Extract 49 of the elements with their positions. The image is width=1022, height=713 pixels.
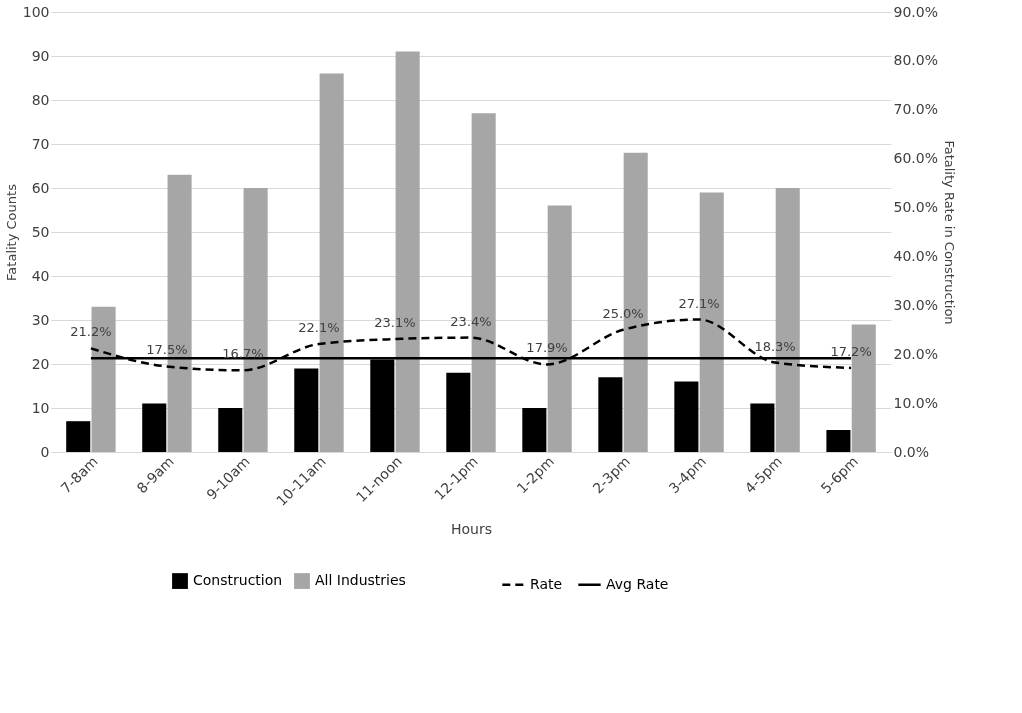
- legend-label: Avg Rate: [606, 575, 669, 592]
- y2-axis-title: Fatality Rate in Construction: [941, 140, 957, 325]
- data-label: 17.9%: [526, 340, 568, 356]
- y2-tick-label: 30.0%: [893, 296, 938, 313]
- y-tick-label: 20: [31, 355, 50, 372]
- bar: [218, 408, 243, 452]
- y-axis-title: Fatality Counts: [3, 183, 19, 281]
- bar: [446, 372, 471, 452]
- y-tick-label: 70: [31, 135, 50, 152]
- x-axis-title: Hours: [450, 520, 493, 537]
- y2-tick-label: 60.0%: [893, 150, 938, 167]
- y2-tick-label: 10.0%: [893, 394, 938, 411]
- data-label: 22.1%: [298, 319, 340, 335]
- data-label: 23.4%: [450, 313, 492, 329]
- y-tick-label: 0: [40, 443, 50, 460]
- bar: [826, 430, 851, 452]
- y2-tick-label: 90.0%: [893, 3, 938, 20]
- y-tick-label: 80: [31, 91, 50, 108]
- bar: [294, 368, 319, 452]
- bar: [142, 403, 167, 452]
- y-tick-label: 60: [31, 179, 50, 196]
- data-label: 17.5%: [146, 342, 188, 358]
- legend-label: All Industries: [315, 572, 406, 589]
- data-label: 21.2%: [70, 324, 112, 340]
- data-label: 17.2%: [830, 343, 872, 359]
- y2-tick-label: 40.0%: [893, 247, 938, 264]
- y-tick-label: 40: [31, 267, 50, 284]
- y-tick-label: 90: [31, 47, 50, 64]
- y2-tick-label: 80.0%: [893, 52, 938, 69]
- y-tick-label: 10: [31, 399, 50, 416]
- y-tick-label: 100: [22, 3, 50, 20]
- data-label: 23.1%: [374, 315, 416, 331]
- bar: [598, 377, 623, 452]
- data-label: 16.7%: [222, 346, 264, 362]
- y2-tick-label: 70.0%: [893, 101, 938, 118]
- y2-tick-label: 0.0%: [893, 443, 930, 460]
- bar: [522, 408, 547, 452]
- data-label: 25.0%: [602, 305, 644, 321]
- bar: [66, 421, 91, 452]
- data-label: 27.1%: [678, 295, 720, 311]
- bar: [750, 403, 775, 452]
- y2-tick-label: 50.0%: [893, 199, 938, 216]
- legend-label: Rate: [530, 575, 563, 592]
- legend-label: Construction: [193, 572, 283, 589]
- y-tick-label: 30: [31, 311, 50, 328]
- y2-tick-label: 20.0%: [893, 345, 938, 362]
- y-tick-label: 50: [31, 223, 50, 240]
- data-label: 18.3%: [754, 338, 796, 354]
- bar: [674, 381, 699, 452]
